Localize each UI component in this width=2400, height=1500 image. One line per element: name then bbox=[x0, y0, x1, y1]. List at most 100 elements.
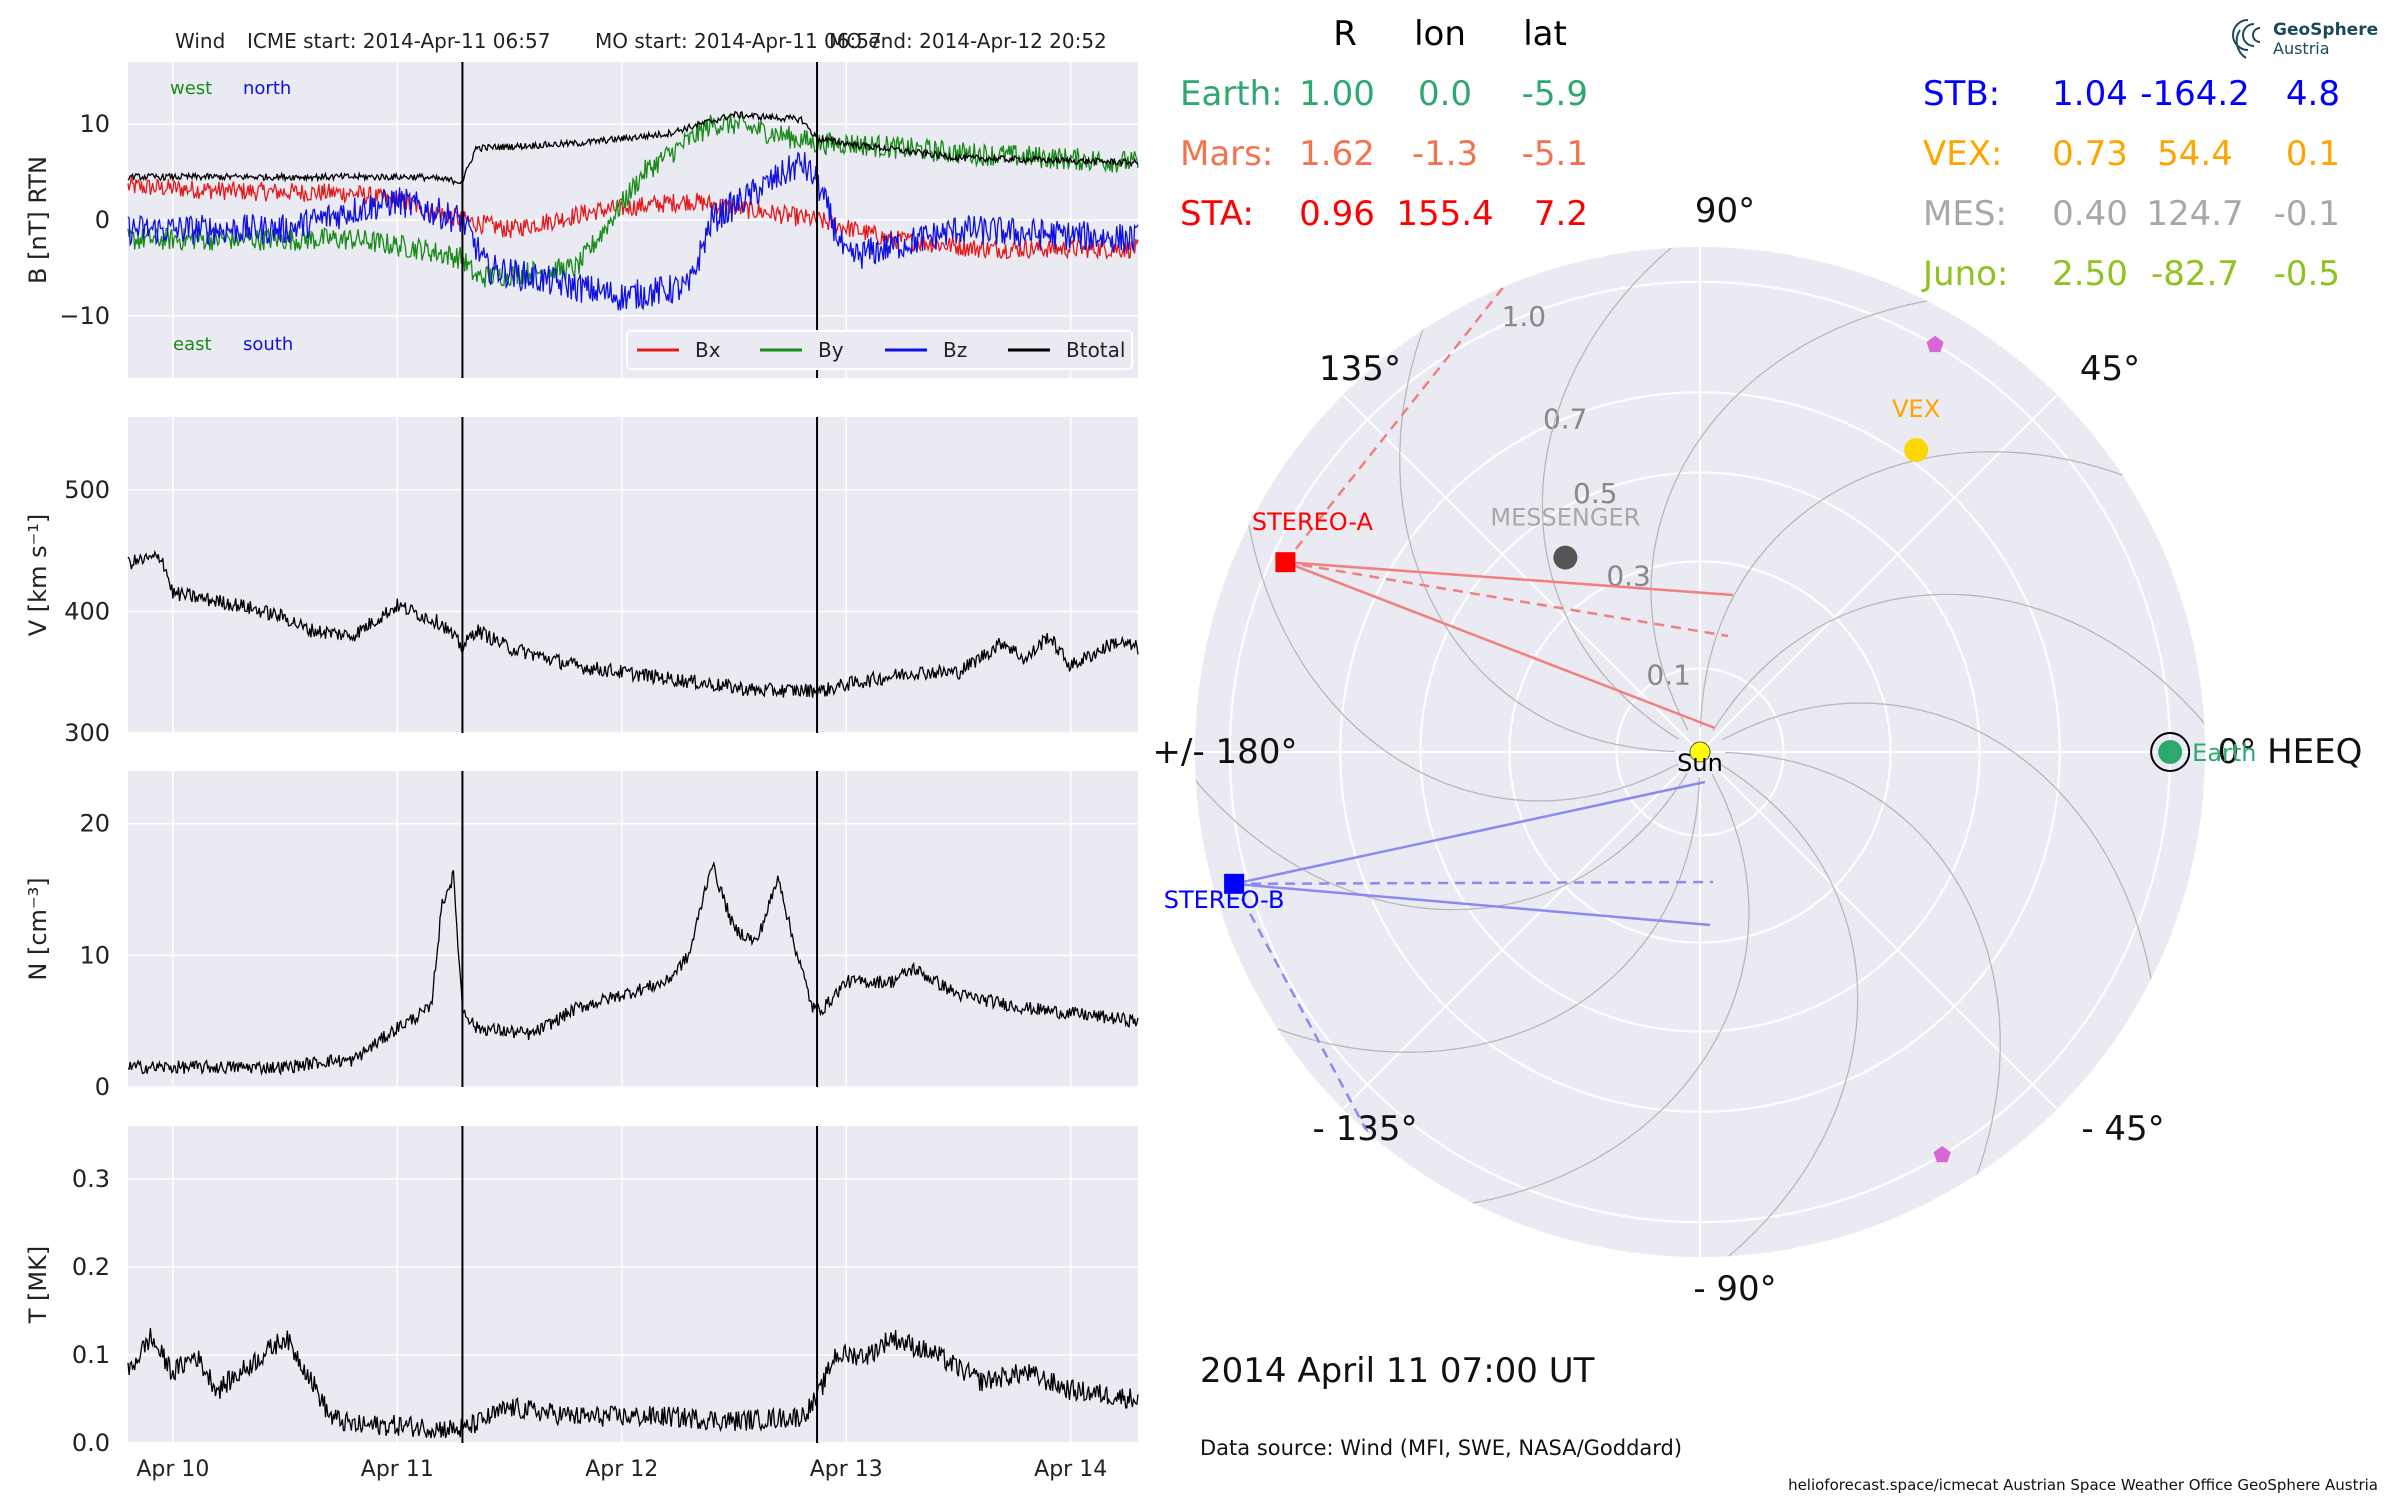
angle-label: 45° bbox=[2080, 349, 2140, 389]
angular-gridline bbox=[1342, 394, 1701, 753]
row-lon: 124.7 bbox=[2146, 194, 2243, 234]
angular-gridline bbox=[1699, 394, 2058, 753]
row-label: STA: bbox=[1180, 194, 1254, 234]
y-tick-label: 300 bbox=[64, 719, 110, 747]
sun-label: Sun bbox=[1677, 749, 1723, 777]
sta-fov-line bbox=[1284, 561, 1716, 730]
header-spacecraft: Wind bbox=[175, 29, 225, 53]
t_panel: 0.0 0.1 0.2 0.3 T [MK] Apr 10 Apr 11 Apr 12 Apr … bbox=[24, 1126, 1139, 1482]
messenger-label: MESSENGER bbox=[1490, 504, 1640, 532]
y-tick-label: 0.2 bbox=[72, 1253, 110, 1281]
series-btotal bbox=[127, 110, 1139, 186]
row-r: 0.40 bbox=[2052, 194, 2128, 234]
stereo-b-marker bbox=[1224, 873, 1245, 894]
sta-fov-line bbox=[1285, 560, 1734, 597]
row-r: 1.04 bbox=[2052, 74, 2128, 114]
x-tick-label: Apr 10 bbox=[136, 1457, 209, 1482]
row-lat: 4.8 bbox=[2286, 74, 2340, 114]
parker-spiral bbox=[1256, 776, 1701, 1053]
vex-label: VEX bbox=[1892, 395, 1940, 423]
fov-lines bbox=[1232, 284, 1734, 1166]
series-bz bbox=[127, 151, 1139, 311]
table-row: Mars: 1.62 -1.3 -5.1 bbox=[1180, 134, 1588, 174]
parker-spiral bbox=[1244, 502, 1679, 802]
row-lon: 155.4 bbox=[1396, 194, 1493, 234]
row-lon: -164.2 bbox=[2140, 74, 2250, 114]
sun-marker bbox=[1689, 741, 1711, 763]
angle-label: 0° HEEQ bbox=[2218, 732, 2363, 772]
y-axis-label: V [km s⁻¹] bbox=[24, 514, 52, 636]
parker-spiral bbox=[1721, 702, 2156, 1002]
row-r: 2.50 bbox=[2052, 254, 2128, 294]
header-mo-end: MO end: 2014-Apr-12 20:52 bbox=[829, 29, 1107, 53]
table-row: STA: 0.96 155.4 7.2 bbox=[1180, 194, 1588, 234]
parker-spiral bbox=[1699, 451, 2144, 728]
messenger-marker bbox=[1553, 545, 1578, 570]
b_panel: −10 0 10 B [nT] RTN west north east south Bx By Bz… bbox=[24, 62, 1139, 378]
series-n bbox=[127, 860, 1139, 1076]
parker-spiral bbox=[1712, 593, 2205, 742]
radial-tick-label: 0.5 bbox=[1573, 477, 1618, 510]
stb-fov-line bbox=[1234, 880, 1714, 886]
row-lat: 0.1 bbox=[2286, 134, 2340, 174]
angle-label: +/- 180° bbox=[1153, 732, 1298, 772]
panel-background bbox=[128, 417, 1138, 733]
y-tick-label: 0.1 bbox=[72, 1341, 110, 1369]
vex-marker bbox=[1904, 438, 1929, 463]
table-header-r: R bbox=[1333, 14, 1357, 54]
row-lon: 54.4 bbox=[2157, 134, 2233, 174]
parker-spiral bbox=[1399, 308, 1676, 753]
timestamp: 2014 April 11 07:00 UT bbox=[1200, 1351, 1595, 1391]
row-r: 0.96 bbox=[1299, 194, 1375, 234]
legend-label-bx: Bx bbox=[695, 338, 721, 362]
angle-label: - 45° bbox=[2081, 1109, 2164, 1149]
parker-spiral bbox=[1541, 247, 1690, 740]
y-tick-label: 10 bbox=[79, 110, 110, 138]
parker-spiral bbox=[1650, 296, 1950, 731]
header-mo-start: MO start: 2014-Apr-11 06:57 bbox=[595, 29, 882, 53]
y-tick-label: 500 bbox=[64, 476, 110, 504]
angle-label: - 90° bbox=[1693, 1269, 1776, 1309]
logo-line1: GeoSphere bbox=[2273, 20, 2378, 40]
row-lon: -82.7 bbox=[2151, 254, 2239, 294]
annotation-south: south bbox=[243, 334, 293, 355]
earth-ring bbox=[2150, 732, 2191, 772]
logo-line2: Austria bbox=[2273, 39, 2330, 58]
legend-label-btotal: Btotal bbox=[1066, 338, 1125, 362]
v_panel: 300 400 500 V [km s⁻¹] bbox=[24, 417, 1139, 747]
y-axis-label: T [MK] bbox=[24, 1246, 52, 1324]
stb-fov-line bbox=[1232, 883, 1387, 1166]
parker-spiral bbox=[1724, 751, 2001, 1196]
parker-spiral bbox=[1710, 764, 1859, 1257]
y-tick-label: 400 bbox=[64, 597, 110, 625]
row-r: 1.00 bbox=[1299, 74, 1375, 114]
header-icme-start: ICME start: 2014-Apr-11 06:57 bbox=[247, 29, 550, 53]
row-lat: -5.9 bbox=[1522, 74, 1588, 114]
stb-fov-line bbox=[1233, 780, 1706, 886]
row-lat: 7.2 bbox=[1534, 194, 1588, 234]
panel-background bbox=[128, 771, 1138, 1087]
row-label: Mars: bbox=[1180, 134, 1273, 174]
header: Wind ICME start: 2014-Apr-11 06:57 MO st… bbox=[175, 29, 1107, 53]
stb-fov-line bbox=[1233, 882, 1711, 927]
table-row: Juno: 2.50 -82.7 -0.5 bbox=[1921, 254, 2340, 294]
parker-spiral bbox=[1195, 762, 1688, 911]
row-lon: -1.3 bbox=[1412, 134, 1478, 174]
annotation-east: east bbox=[173, 334, 212, 355]
table-header-lat: lat bbox=[1523, 14, 1567, 54]
y-tick-label: 0.3 bbox=[72, 1165, 110, 1193]
row-lat: -5.1 bbox=[1522, 134, 1588, 174]
angle-label: 135° bbox=[1319, 349, 1401, 389]
row-r: 1.62 bbox=[1299, 134, 1375, 174]
stereo-b-label: STEREO-B bbox=[1164, 886, 1285, 914]
row-lat: -0.1 bbox=[2274, 194, 2340, 234]
row-label: Earth: bbox=[1180, 74, 1283, 114]
series-by bbox=[127, 113, 1139, 288]
legend: Bx By Bz Btotal bbox=[626, 330, 1133, 370]
footer-credits: helioforecast.space/icmecat Austrian Spa… bbox=[1788, 1476, 2378, 1494]
annotation-north: north bbox=[243, 78, 291, 99]
x-tick-label: Apr 14 bbox=[1034, 1457, 1107, 1482]
row-label: VEX: bbox=[1923, 134, 2003, 174]
table-header-lon: lon bbox=[1414, 14, 1466, 54]
pentagon-marker bbox=[1926, 335, 1944, 353]
